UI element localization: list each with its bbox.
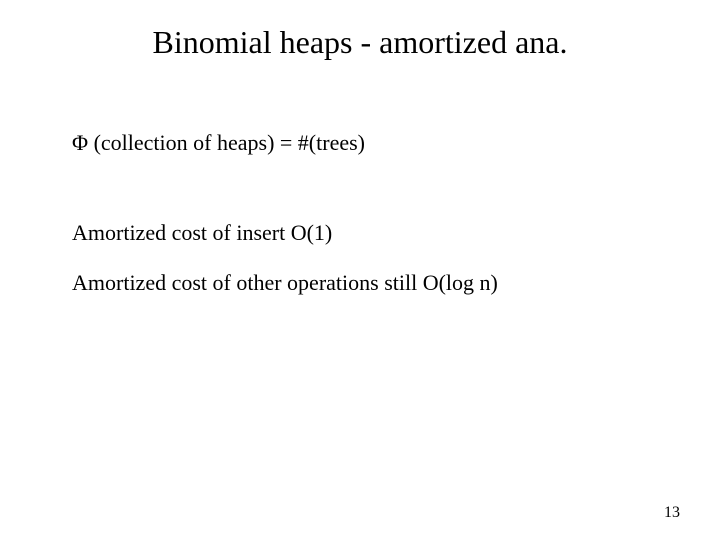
other-ops-cost-line: Amortized cost of other operations still… [72, 270, 498, 296]
potential-function-line: Φ (collection of heaps) = #(trees) [72, 130, 365, 156]
slide: Binomial heaps - amortized ana. Φ (colle… [0, 0, 720, 540]
insert-cost-line: Amortized cost of insert O(1) [72, 220, 332, 246]
slide-title: Binomial heaps - amortized ana. [0, 24, 720, 61]
page-number: 13 [664, 504, 680, 522]
